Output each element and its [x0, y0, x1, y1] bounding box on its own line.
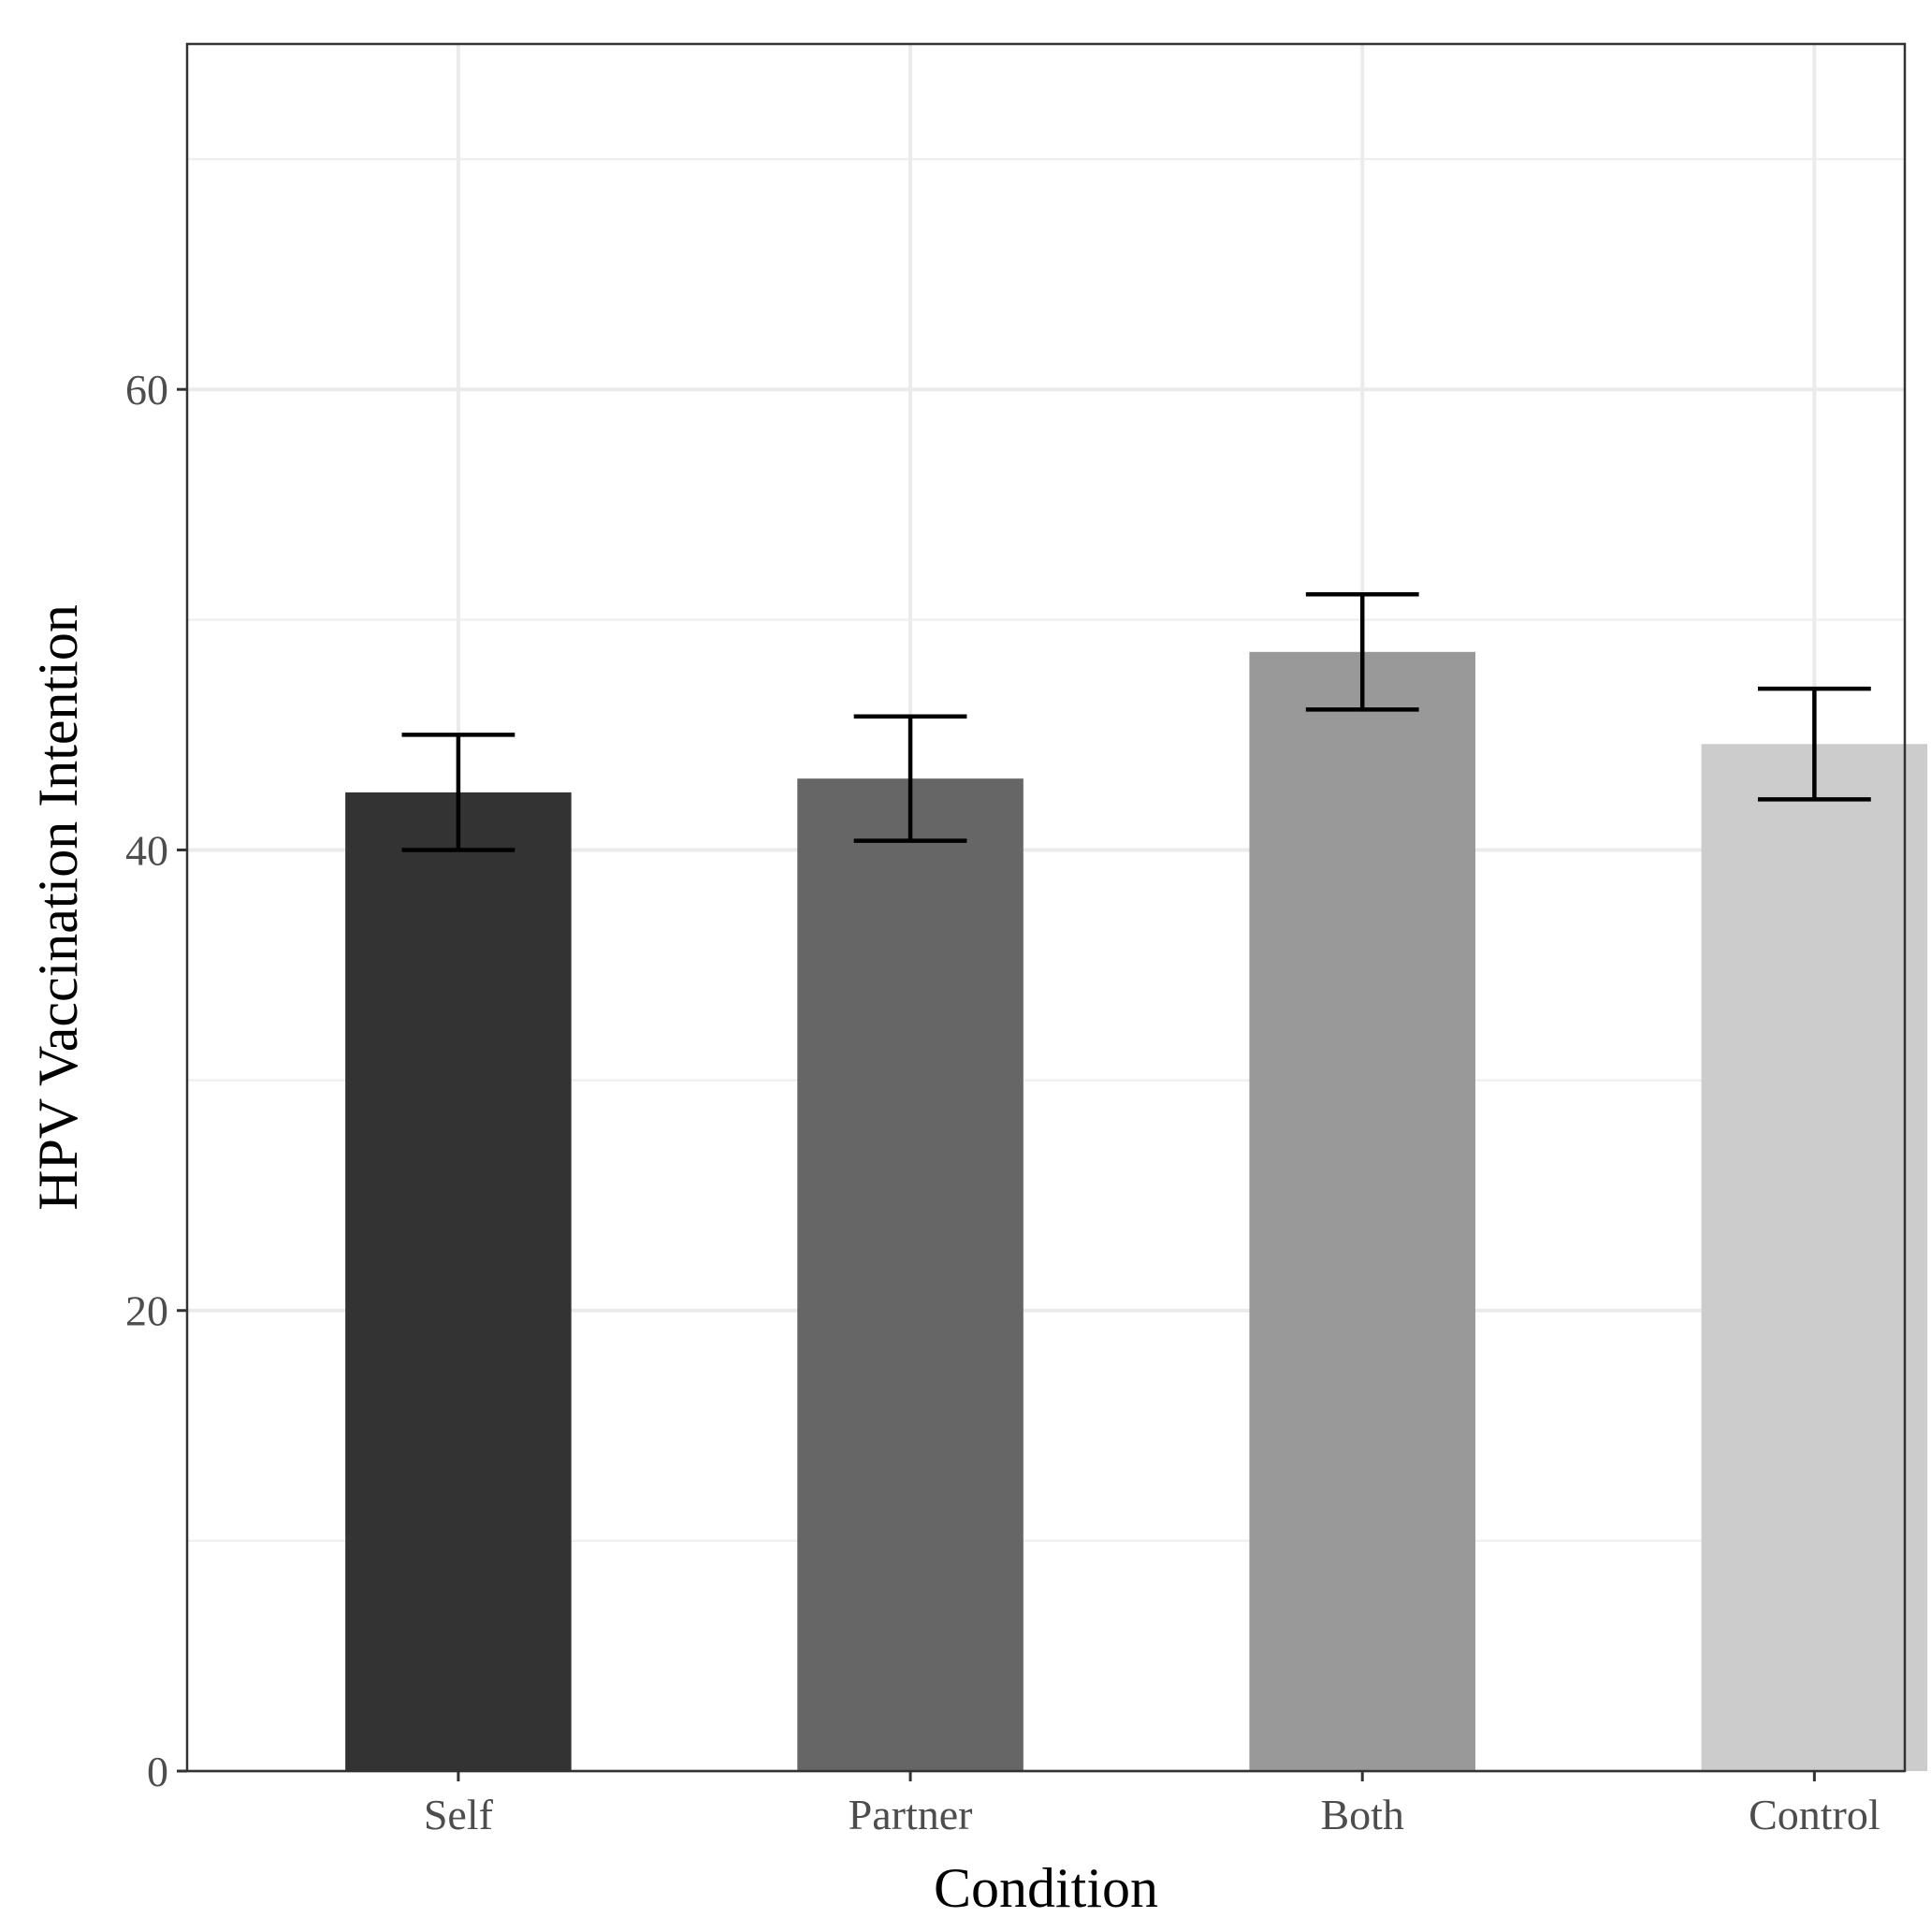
- y-tick-label: 40: [125, 826, 168, 874]
- error-bar-partner: [853, 714, 967, 843]
- y-tick-label: 20: [125, 1287, 168, 1335]
- x-tick-label: Self: [424, 1791, 494, 1838]
- x-axis-title: Condition: [934, 1857, 1158, 1919]
- bar-self: [345, 792, 572, 1771]
- bar-both: [1249, 651, 1475, 1771]
- bar-control: [1701, 744, 1928, 1771]
- bar-partner: [797, 778, 1024, 1772]
- y-tick-label: 0: [147, 1748, 168, 1795]
- x-tick-label: Control: [1749, 1791, 1880, 1838]
- axes: 0 20 40 60 Self Partner Both Control: [125, 366, 1880, 1838]
- x-tick-label: Partner: [849, 1791, 973, 1838]
- y-tick-label: 60: [125, 366, 168, 414]
- bars: [345, 651, 1928, 1772]
- error-bar-both: [1305, 592, 1419, 712]
- error-bar-self: [401, 733, 515, 852]
- y-axis-title: HPV Vaccination Intention: [27, 604, 89, 1211]
- x-tick-label: Both: [1320, 1791, 1403, 1838]
- plot-panel-border: [185, 42, 1907, 1773]
- error-bars: [401, 592, 1871, 852]
- error-bar-control: [1757, 686, 1871, 802]
